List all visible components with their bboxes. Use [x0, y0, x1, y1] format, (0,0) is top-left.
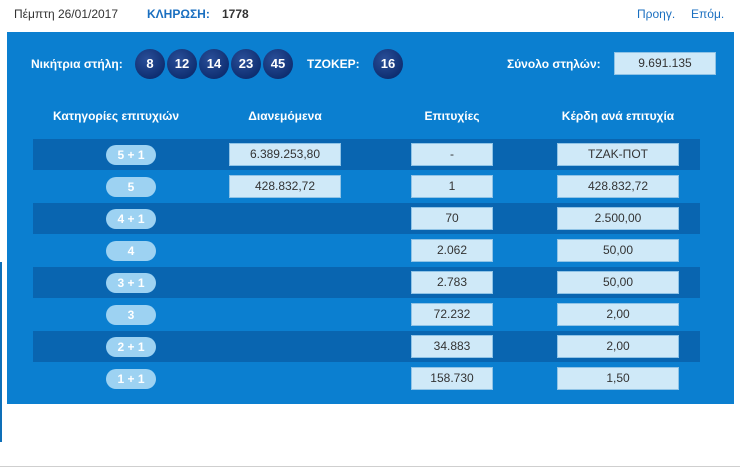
results-panel: Νικήτρια στήλη: 8 12 14 23 45 ΤΖΟΚΕΡ: 16… — [7, 32, 734, 404]
winners-value: 2.062 — [411, 239, 493, 262]
next-draw-link[interactable]: Επόμ. — [691, 7, 725, 21]
top-bar: Πέμπτη 26/01/2017 ΚΛΗΡΩΣΗ: 1778 Προηγ. Ε… — [0, 0, 740, 30]
winners-value: 158.730 — [411, 367, 493, 390]
winning-number-ball: 8 — [135, 49, 165, 79]
total-columns-value: 9.691.135 — [614, 52, 716, 75]
table-row: 5 428.832,72 1 428.832,72 — [33, 171, 700, 202]
category-pill: 5 — [106, 177, 156, 197]
category-pill: 1 + 1 — [106, 369, 156, 389]
column-header-category: Κατηγορίες επιτυχιών — [52, 109, 180, 123]
winners-value: 70 — [411, 207, 493, 230]
prize-value: 2,00 — [557, 303, 679, 326]
category-pill: 3 + 1 — [106, 273, 156, 293]
prize-value: 2,00 — [557, 335, 679, 358]
distributed-value: 428.832,72 — [229, 175, 341, 198]
table-row: 1 + 1 158.730 1,50 — [33, 363, 700, 394]
table-row: 2 + 1 34.883 2,00 — [33, 331, 700, 362]
winning-number-ball: 23 — [231, 49, 261, 79]
total-columns-label: Σύνολο στηλών: — [507, 57, 601, 71]
category-pill: 3 — [106, 305, 156, 325]
category-pill: 2 + 1 — [106, 337, 156, 357]
prize-value: ΤΖΑΚ-ΠΟΤ — [557, 143, 679, 166]
column-header-prize: Κέρδη ανά επιτυχία — [561, 109, 675, 123]
winners-value: 1 — [411, 175, 493, 198]
table-row: 3 + 1 2.783 50,00 — [33, 267, 700, 298]
table-row: 3 72.232 2,00 — [33, 299, 700, 330]
joker-ball: 16 — [373, 49, 403, 79]
prize-value: 428.832,72 — [557, 175, 679, 198]
winning-column-label: Νικήτρια στήλη: — [31, 57, 123, 71]
prize-value: 2.500,00 — [557, 207, 679, 230]
category-pill: 5 + 1 — [106, 145, 156, 165]
winning-number-ball: 14 — [199, 49, 229, 79]
prize-value: 1,50 — [557, 367, 679, 390]
winners-value: - — [411, 143, 493, 166]
bottom-divider — [0, 466, 740, 467]
winning-number-ball: 12 — [167, 49, 197, 79]
table-row: 4 2.062 50,00 — [33, 235, 700, 266]
winners-value: 72.232 — [411, 303, 493, 326]
left-edge-line — [0, 262, 2, 442]
joker-label: ΤΖΟΚΕΡ: — [307, 57, 360, 71]
draw-date: Πέμπτη 26/01/2017 — [14, 7, 119, 21]
category-pill: 4 — [106, 241, 156, 261]
previous-draw-link[interactable]: Προηγ. — [637, 7, 676, 21]
column-header-distributed: Διανεμόμενα — [248, 109, 322, 123]
table-row: 5 + 1 6.389.253,80 - ΤΖΑΚ-ΠΟΤ — [33, 139, 700, 170]
prize-value: 50,00 — [557, 239, 679, 262]
winning-number-ball: 45 — [263, 49, 293, 79]
distributed-value: 6.389.253,80 — [229, 143, 341, 166]
prize-value: 50,00 — [557, 271, 679, 294]
draw-number: 1778 — [222, 7, 249, 21]
draw-label: ΚΛΗΡΩΣΗ: — [147, 7, 210, 21]
category-pill: 4 + 1 — [106, 209, 156, 229]
column-header-winners: Επιτυχίες — [424, 109, 480, 123]
winners-value: 2.783 — [411, 271, 493, 294]
table-row: 4 + 1 70 2.500,00 — [33, 203, 700, 234]
winners-value: 34.883 — [411, 335, 493, 358]
